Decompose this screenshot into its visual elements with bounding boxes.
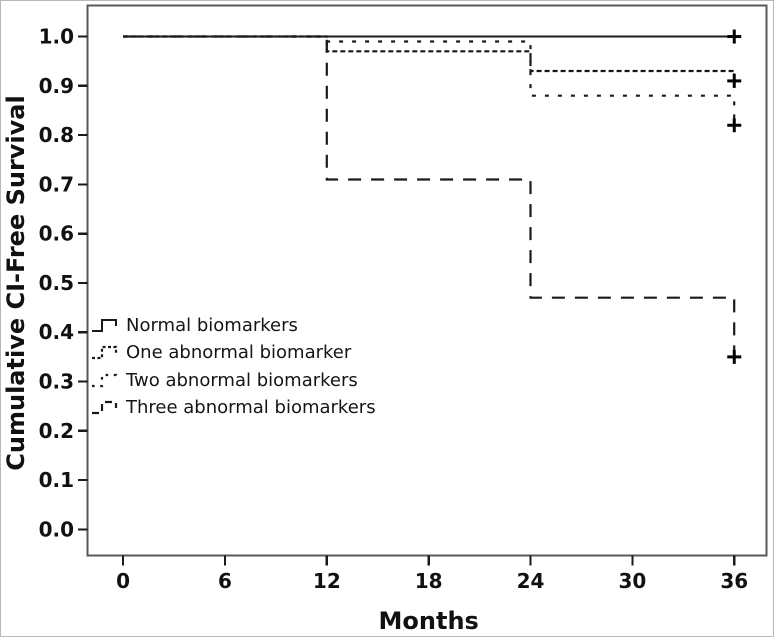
y-tick-label: 0.9 [39,74,74,98]
y-tick-label: 1.0 [39,25,74,49]
legend-item-three-abnormal-biomarkers: Three abnormal biomarkers [90,395,376,423]
y-tick-label: 0.5 [39,271,74,295]
survival-curve-three-abnormal-biomarkers [123,35,736,357]
censor-mark [727,29,742,44]
censor-mark [727,73,742,88]
survival-curve-one-abnormal-biomarker [123,35,736,81]
legend-label: Two abnormal biomarkers [126,369,358,391]
y-tick-label: 0.8 [39,123,74,147]
x-tick-label: 30 [618,569,646,593]
y-tick-label: 0.2 [39,419,74,443]
survival-curve-two-abnormal-biomarkers [123,35,736,126]
censor-mark [727,349,742,364]
solid-line-sample-icon [90,315,123,337]
legend-label: One abnormal biomarker [126,342,352,364]
y-tick-label: 0.6 [39,222,74,246]
y-tick-label: 0.0 [39,517,74,541]
x-tick-label: 6 [218,569,232,593]
x-tick-label: 0 [116,569,130,593]
x-axis-title: Months [379,607,479,635]
y-tick-label: 0.1 [39,468,74,492]
plot-frame [86,4,768,557]
x-tick-label: 18 [415,569,443,593]
fine-dashed-line-sample-icon [90,342,123,364]
legend-item-normal-biomarkers: Normal biomarkers [90,312,376,340]
long-dashed-line-sample-icon [90,397,123,419]
legend-item-one-abnormal-biomarker: One abnormal biomarker [90,340,376,368]
legend-label: Normal biomarkers [126,314,298,336]
sparse-dashed-line-sample-icon [90,370,123,392]
legend-item-two-abnormal-biomarkers: Two abnormal biomarkers [90,367,376,395]
chart-legend: Normal biomarkers One abnormal biomarker… [90,312,376,422]
censor-mark [727,118,742,133]
legend-label: Three abnormal biomarkers [126,397,376,419]
y-tick-label: 0.7 [39,172,74,196]
y-tick-label: 0.4 [39,320,74,344]
x-tick-label: 24 [517,569,545,593]
y-tick-label: 0.3 [39,370,74,394]
y-axis-title: Cumulative CI-Free Survival [2,95,30,470]
x-tick-label: 12 [313,569,341,593]
x-tick-label: 36 [720,569,748,593]
